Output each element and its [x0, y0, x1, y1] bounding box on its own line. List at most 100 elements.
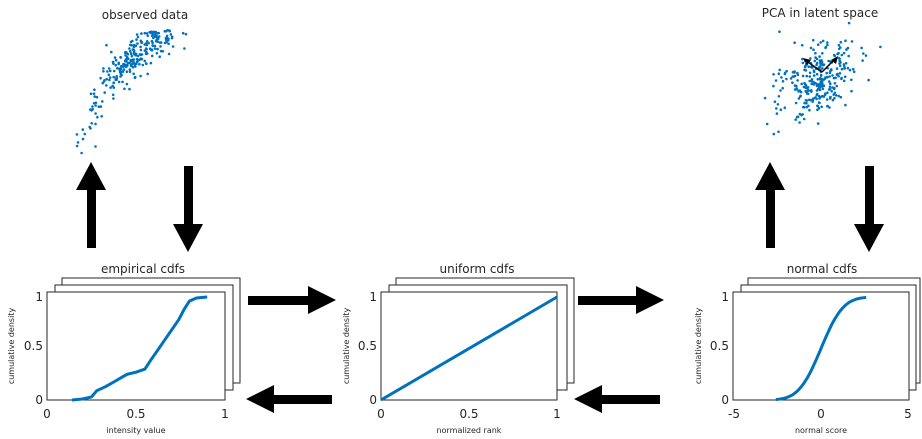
- normal-cdfs-title: normal cdfs: [787, 262, 858, 276]
- latent-point: [805, 101, 808, 105]
- y-tick-label: 0.5: [358, 339, 377, 353]
- y-tick-label: 0: [369, 393, 377, 407]
- observed-point: [105, 77, 108, 81]
- observed-point: [107, 67, 111, 70]
- latent-point: [826, 91, 829, 94]
- observed-point: [158, 55, 161, 58]
- observed-point: [138, 58, 141, 62]
- observed-point: [167, 37, 170, 40]
- latent-point: [777, 130, 780, 134]
- latent-point: [808, 79, 811, 83]
- latent-point: [848, 68, 852, 72]
- latent-point: [804, 64, 807, 68]
- latent-point: [793, 84, 797, 87]
- latent-point: [833, 96, 836, 100]
- latent-point: [835, 67, 839, 70]
- x-tick-label: -5: [728, 407, 740, 421]
- latent-point: [846, 66, 850, 70]
- observed-point: [111, 60, 115, 64]
- observed-point: [94, 122, 97, 126]
- latent-point: [821, 52, 824, 55]
- latent-point: [838, 57, 841, 61]
- observed-point: [114, 63, 117, 67]
- latent-point: [826, 76, 829, 79]
- latent-point: [789, 77, 793, 80]
- latent-point: [838, 72, 842, 75]
- latent-point: [777, 72, 781, 75]
- observed-point: [99, 105, 103, 108]
- latent-point: [772, 132, 776, 136]
- latent-point: [811, 100, 814, 103]
- observed-point: [135, 33, 139, 36]
- latent-point: [851, 67, 855, 71]
- latent-point: [806, 89, 810, 93]
- latent-point: [820, 105, 823, 109]
- latent-point: [836, 72, 839, 76]
- arrow-down-right: [854, 166, 884, 252]
- observed-point: [76, 141, 80, 144]
- latent-point: [826, 43, 829, 47]
- latent-point: [807, 65, 810, 68]
- latent-point: [842, 51, 846, 55]
- latent-point: [847, 21, 851, 25]
- arrow-up-right: [755, 162, 785, 248]
- latent-point: [821, 94, 824, 98]
- latent-point: [814, 96, 817, 99]
- latent-point: [861, 59, 864, 62]
- observed-point: [139, 48, 143, 52]
- latent-point: [797, 97, 801, 100]
- arrow-up-left: [76, 162, 106, 248]
- normal-cdf-panel: normal cdfs -5 0 5 0 0.5 1 normal score …: [694, 262, 921, 435]
- observed-point: [145, 40, 149, 43]
- observed-point: [135, 38, 138, 41]
- latent-point: [820, 77, 824, 81]
- observed-point: [121, 70, 125, 73]
- latent-point: [806, 92, 810, 96]
- latent-point: [800, 43, 804, 47]
- latent-point: [829, 95, 832, 99]
- observed-point: [105, 84, 108, 87]
- latent-point: [783, 106, 787, 109]
- observed-point: [111, 93, 115, 97]
- empirical-cdf-curve: [71, 295, 208, 402]
- y-tick-label: 0: [721, 393, 729, 407]
- latent-point: [817, 66, 821, 69]
- latent-point: [831, 98, 835, 102]
- latent-point: [822, 78, 826, 81]
- x-tick-label: 1: [553, 407, 561, 421]
- latent-point: [820, 79, 824, 83]
- observed-point: [131, 48, 135, 51]
- observed-data-scatter: [75, 28, 188, 155]
- latent-point: [808, 98, 811, 102]
- latent-point: [819, 85, 822, 89]
- latent-point: [804, 69, 808, 72]
- latent-point: [825, 98, 829, 101]
- latent-point: [819, 41, 822, 44]
- arrow-left-1: [246, 385, 332, 413]
- latent-point: [821, 67, 824, 70]
- observed-point: [139, 39, 143, 43]
- observed-point: [166, 28, 169, 32]
- latent-point: [837, 47, 841, 51]
- latent-point: [794, 118, 797, 121]
- latent-point: [842, 63, 846, 66]
- latent-point: [781, 80, 785, 83]
- observed-point: [170, 36, 174, 40]
- latent-point: [816, 122, 820, 125]
- latent-point: [822, 84, 825, 88]
- observed-point: [116, 67, 119, 70]
- observed-point: [120, 73, 123, 77]
- latent-point: [783, 72, 787, 76]
- latent-point: [835, 84, 839, 88]
- observed-point: [156, 47, 159, 51]
- observed-point: [112, 97, 115, 100]
- latent-point: [850, 78, 853, 82]
- latent-point: [818, 55, 821, 58]
- latent-point: [840, 67, 844, 71]
- latent-point: [808, 108, 811, 112]
- latent-point: [819, 74, 823, 77]
- latent-point: [812, 97, 815, 101]
- observed-point: [130, 62, 134, 66]
- observed-point: [124, 54, 127, 57]
- latent-point: [840, 76, 843, 80]
